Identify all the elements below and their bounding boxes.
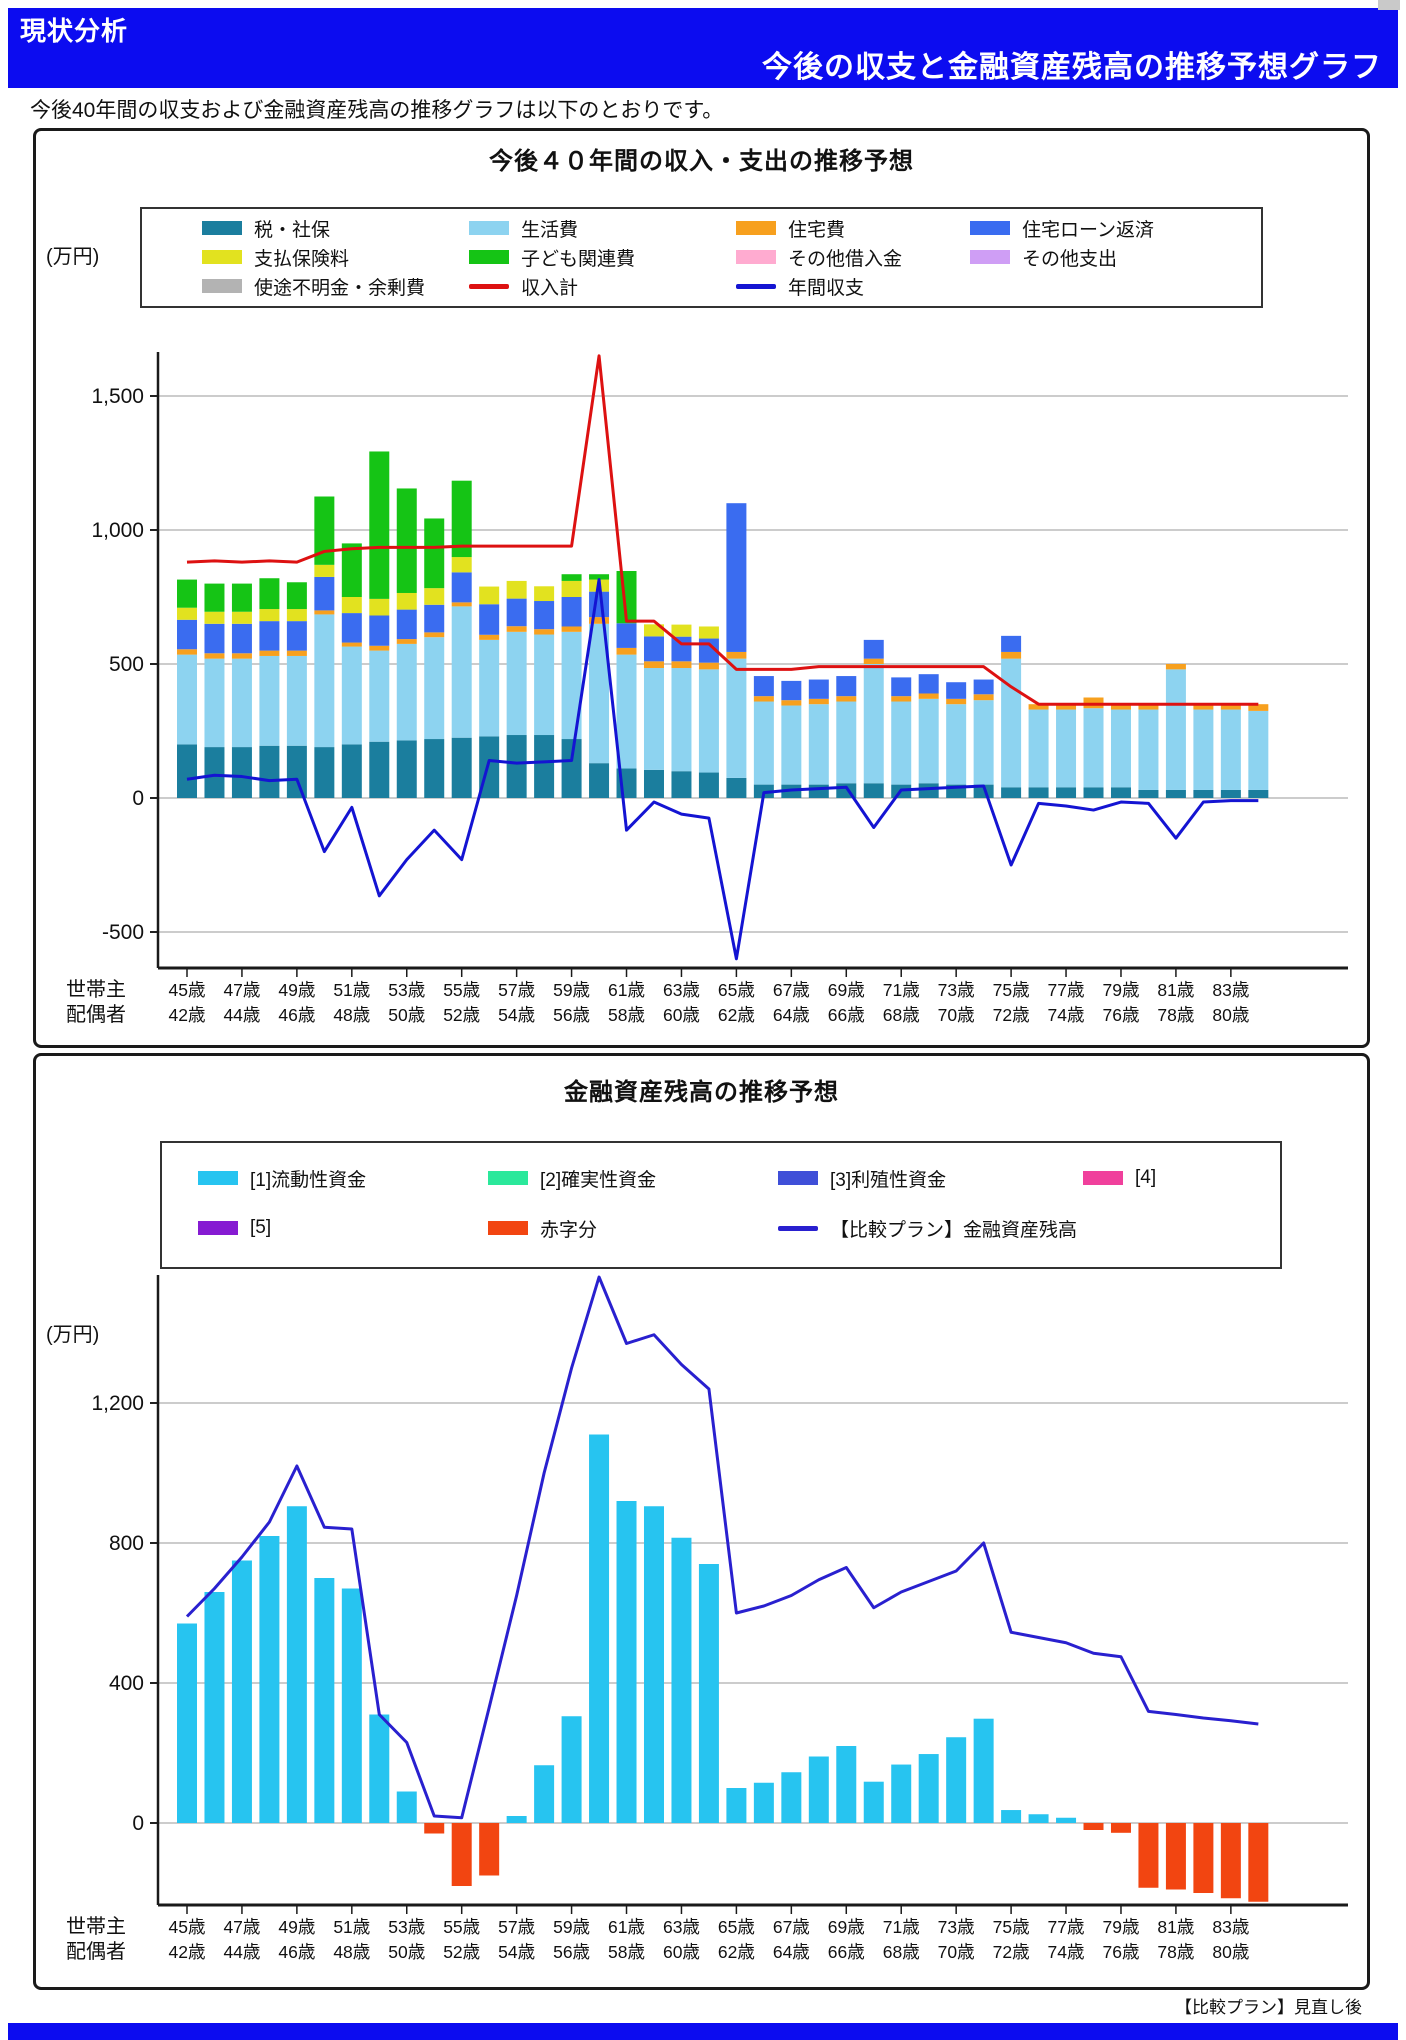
legend-color-swatch xyxy=(469,221,509,235)
legend-item: 支払保険料 xyxy=(202,246,350,270)
legend-label: その他借入金 xyxy=(788,248,903,270)
legend-item: 子ども関連費 xyxy=(469,246,636,270)
legend-item: 生活費 xyxy=(469,217,579,241)
legend-item: 赤字分 xyxy=(488,1217,598,1241)
legend-item: その他借入金 xyxy=(736,246,903,270)
legend-label: 生活費 xyxy=(521,219,579,241)
page-title: 今後の収支と金融資産残高の推移予想グラフ xyxy=(762,51,1382,84)
y-axis-unit-label: (万円) xyxy=(46,1324,100,1346)
legend-label: その他支出 xyxy=(1022,248,1118,270)
legend-item: [1]流動性資金 xyxy=(198,1167,367,1191)
legend-item: 年間収支 xyxy=(736,275,865,299)
income-expense-chart-box: 今後４０年間の収入・支出の推移予想 税・社保 生活費 住宅費 住宅ローン返済支払保険料… xyxy=(33,128,1370,1048)
legend-label: 使途不明金・余剰費 xyxy=(254,277,426,299)
legend-label: 赤字分 xyxy=(540,1219,598,1241)
y-axis-unit-label: (万円) xyxy=(46,246,100,268)
legend-color-swatch xyxy=(736,221,776,235)
legend-label: 住宅費 xyxy=(788,219,846,241)
legend-color-swatch xyxy=(198,1171,238,1185)
legend-item: [5] xyxy=(198,1217,271,1239)
legend-line-swatch xyxy=(469,283,509,289)
bottom-accent-bar xyxy=(8,2023,1398,2040)
legend-color-swatch xyxy=(202,250,242,264)
legend-item: [3]利殖性資金 xyxy=(778,1167,947,1191)
legend-color-swatch xyxy=(736,250,776,264)
legend-item: 住宅ローン返済 xyxy=(970,217,1155,241)
legend-color-swatch xyxy=(469,250,509,264)
legend-label: 税・社保 xyxy=(254,219,331,241)
legend-item: その他支出 xyxy=(970,246,1118,270)
legend-color-swatch xyxy=(1083,1171,1123,1185)
legend-color-swatch xyxy=(488,1171,528,1185)
income-expense-chart-legend: 税・社保 生活費 住宅費 住宅ローン返済支払保険料 子ども関連費 その他借入金 その他支出使… xyxy=(140,207,1263,308)
income-expense-chart-title: 今後４０年間の収入・支出の推移予想 xyxy=(489,148,914,175)
legend-item: [4] xyxy=(1083,1167,1156,1189)
legend-label: [2]確実性資金 xyxy=(540,1169,657,1191)
legend-color-swatch xyxy=(970,250,1010,264)
legend-label: 収入計 xyxy=(521,277,579,299)
legend-label: [1]流動性資金 xyxy=(250,1169,367,1191)
legend-label: [3]利殖性資金 xyxy=(830,1169,947,1191)
legend-label: 【比較プラン】金融資産残高 xyxy=(830,1219,1078,1241)
section-label: 現状分析 xyxy=(20,16,129,46)
legend-label: 子ども関連費 xyxy=(521,248,636,270)
legend-color-swatch xyxy=(198,1221,238,1235)
legend-label: 支払保険料 xyxy=(254,248,350,270)
legend-label: 年間収支 xyxy=(788,277,865,299)
legend-item: 住宅費 xyxy=(736,217,846,241)
legend-color-swatch xyxy=(970,221,1010,235)
legend-line-swatch xyxy=(778,1225,818,1231)
legend-label: [5] xyxy=(250,1217,272,1238)
legend-label: 住宅ローン返済 xyxy=(1022,219,1155,241)
asset-balance-chart-title: 金融資産残高の推移予想 xyxy=(564,1079,839,1106)
legend-item: 【比較プラン】金融資産残高 xyxy=(778,1217,1078,1241)
footer-note: 【比較プラン】見直し後 xyxy=(1175,1998,1362,2017)
header-banner: 現状分析 今後の収支と金融資産残高の推移予想グラフ xyxy=(8,8,1398,88)
legend-item: 税・社保 xyxy=(202,217,331,241)
legend-item: [2]確実性資金 xyxy=(488,1167,657,1191)
legend-label: [4] xyxy=(1135,1167,1157,1188)
legend-item: 使途不明金・余剰費 xyxy=(202,275,426,299)
legend-color-swatch xyxy=(202,279,242,293)
legend-color-swatch xyxy=(202,221,242,235)
intro-text: 今後40年間の収支および金融資産残高の推移グラフは以下のとおりです。 xyxy=(30,99,724,122)
legend-color-swatch xyxy=(488,1221,528,1235)
scrollbar-fragment xyxy=(1378,0,1400,10)
legend-item: 収入計 xyxy=(469,275,579,299)
legend-color-swatch xyxy=(778,1171,818,1185)
asset-balance-chart-legend: [1]流動性資金 [2]確実性資金 [3]利殖性資金 [4] [5] 赤字分 【比較プラン】… xyxy=(160,1141,1282,1269)
legend-line-swatch xyxy=(736,283,776,289)
asset-balance-chart-box: 金融資産残高の推移予想 [1]流動性資金 [2]確実性資金 [3]利殖性資金 [4][… xyxy=(33,1053,1370,1990)
